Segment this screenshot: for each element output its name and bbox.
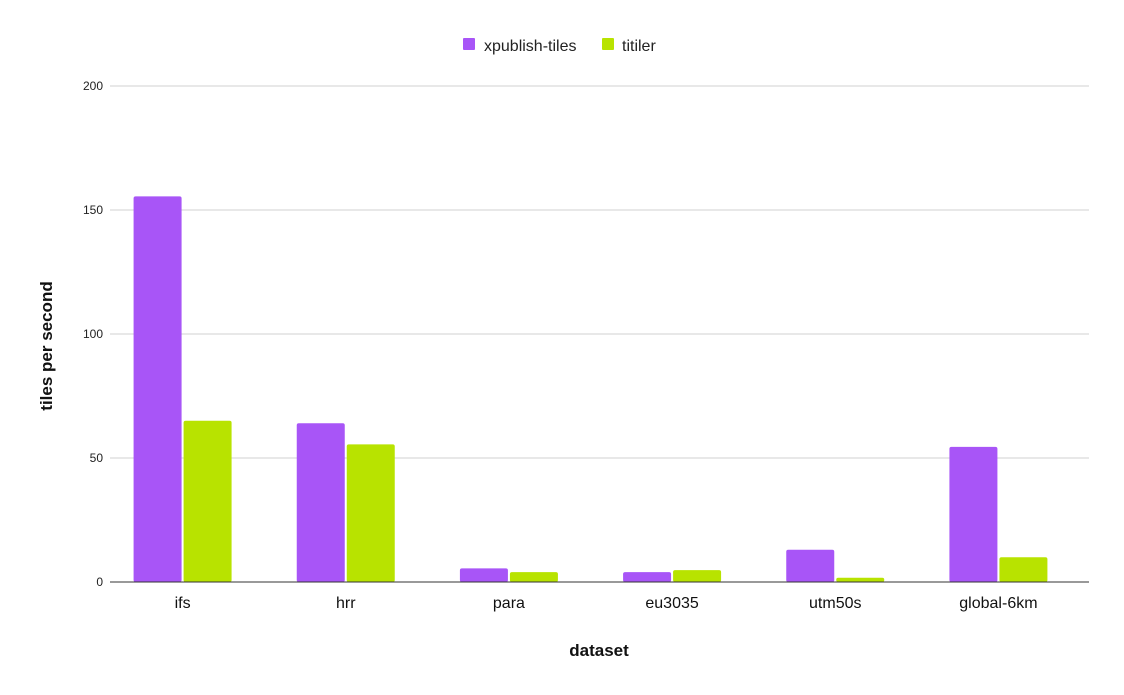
y-axis-title: tiles per second xyxy=(37,281,56,410)
legend-label-titiler: titiler xyxy=(622,38,656,55)
bar-titiler-para xyxy=(509,572,558,582)
y-tick-label: 100 xyxy=(83,327,103,341)
bar-xpublish-tiles-para xyxy=(459,568,508,582)
gridlines xyxy=(110,85,1089,459)
y-axis-ticks: 0 50 100 150 200 xyxy=(83,79,103,589)
x-axis-title: dataset xyxy=(569,641,629,660)
x-tick-label: hrr xyxy=(336,595,356,612)
bar-xpublish-tiles-utm50s xyxy=(786,549,835,582)
x-tick-label: utm50s xyxy=(809,595,861,612)
legend-swatch-titiler xyxy=(602,38,614,50)
legend-label-xpublish-tiles: xpublish-tiles xyxy=(484,38,576,55)
bar-titiler-ifs xyxy=(183,420,232,582)
x-axis-labels: ifs hrr para eu3035 utm50s global-6km xyxy=(175,595,1038,612)
bar-titiler-utm50s xyxy=(836,577,885,582)
bar-xpublish-tiles-eu3035 xyxy=(623,572,672,582)
bar-xpublish-tiles-hrr xyxy=(296,423,345,582)
bar-titiler-eu3035 xyxy=(673,570,722,582)
bar-xpublish-tiles-ifs xyxy=(133,196,182,583)
y-tick-label: 200 xyxy=(83,79,103,93)
y-tick-label: 50 xyxy=(90,451,104,465)
x-tick-label: ifs xyxy=(175,595,191,612)
y-tick-label: 150 xyxy=(83,203,103,217)
bar-titiler-global-6km xyxy=(999,557,1048,582)
bars xyxy=(133,196,1048,583)
legend-swatch-xpublish-tiles xyxy=(463,38,475,50)
x-tick-label: para xyxy=(493,595,525,612)
legend: xpublish-tiles titiler xyxy=(463,38,656,55)
x-tick-label: global-6km xyxy=(959,595,1037,612)
x-tick-label: eu3035 xyxy=(645,595,698,612)
bar-titiler-hrr xyxy=(346,444,395,582)
bar-xpublish-tiles-global-6km xyxy=(949,446,998,582)
y-tick-label: 0 xyxy=(96,575,103,589)
